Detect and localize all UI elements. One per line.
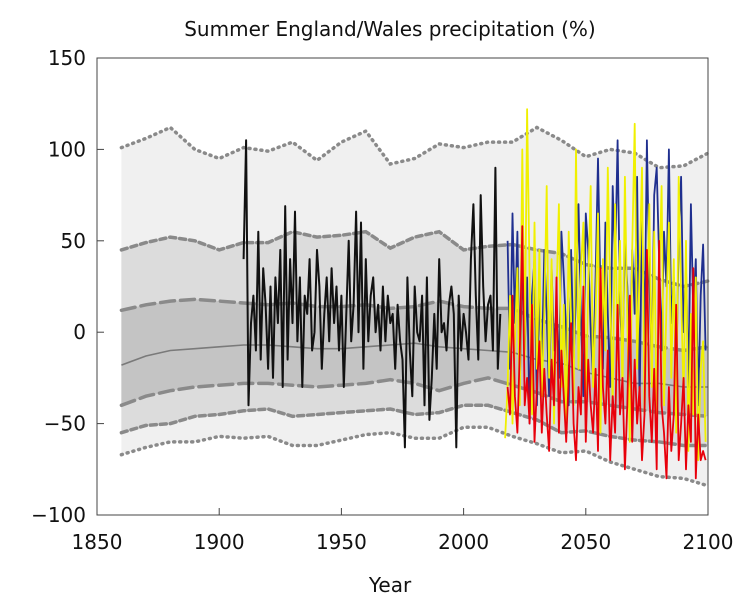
x-tick-label: 2050 bbox=[560, 530, 611, 554]
plot-frame bbox=[96, 57, 709, 516]
y-tick-label: 100 bbox=[48, 137, 86, 161]
series-line-observed bbox=[242, 139, 502, 449]
y-tick-label: 150 bbox=[48, 46, 86, 70]
series-line-yellow bbox=[504, 108, 707, 462]
x-tick-label: 1950 bbox=[316, 530, 367, 554]
plot-area bbox=[119, 108, 710, 488]
x-axis-title: Year bbox=[368, 573, 412, 597]
band-outer-lower-edge bbox=[119, 425, 710, 488]
series-line-red bbox=[506, 225, 707, 480]
y-tick-label: −50 bbox=[44, 412, 86, 436]
y-tick-label: −100 bbox=[31, 503, 86, 527]
y-tick-label: 50 bbox=[61, 229, 86, 253]
x-tick-label: 1850 bbox=[72, 530, 123, 554]
x-tick-label: 1900 bbox=[194, 530, 245, 554]
y-tick-label: 0 bbox=[73, 320, 86, 344]
axes: 1850 1900 1950 2000 2050 2100 150 100 50 0 −50 −100 bbox=[31, 46, 733, 554]
band-outer-upper-edge bbox=[119, 125, 710, 170]
x-tick-label: 2100 bbox=[683, 530, 734, 554]
band-inner-lower-edge bbox=[119, 376, 710, 419]
x-tick-label: 2000 bbox=[438, 530, 489, 554]
chart-title: Summer England/Wales precipitation (%) bbox=[184, 17, 596, 41]
